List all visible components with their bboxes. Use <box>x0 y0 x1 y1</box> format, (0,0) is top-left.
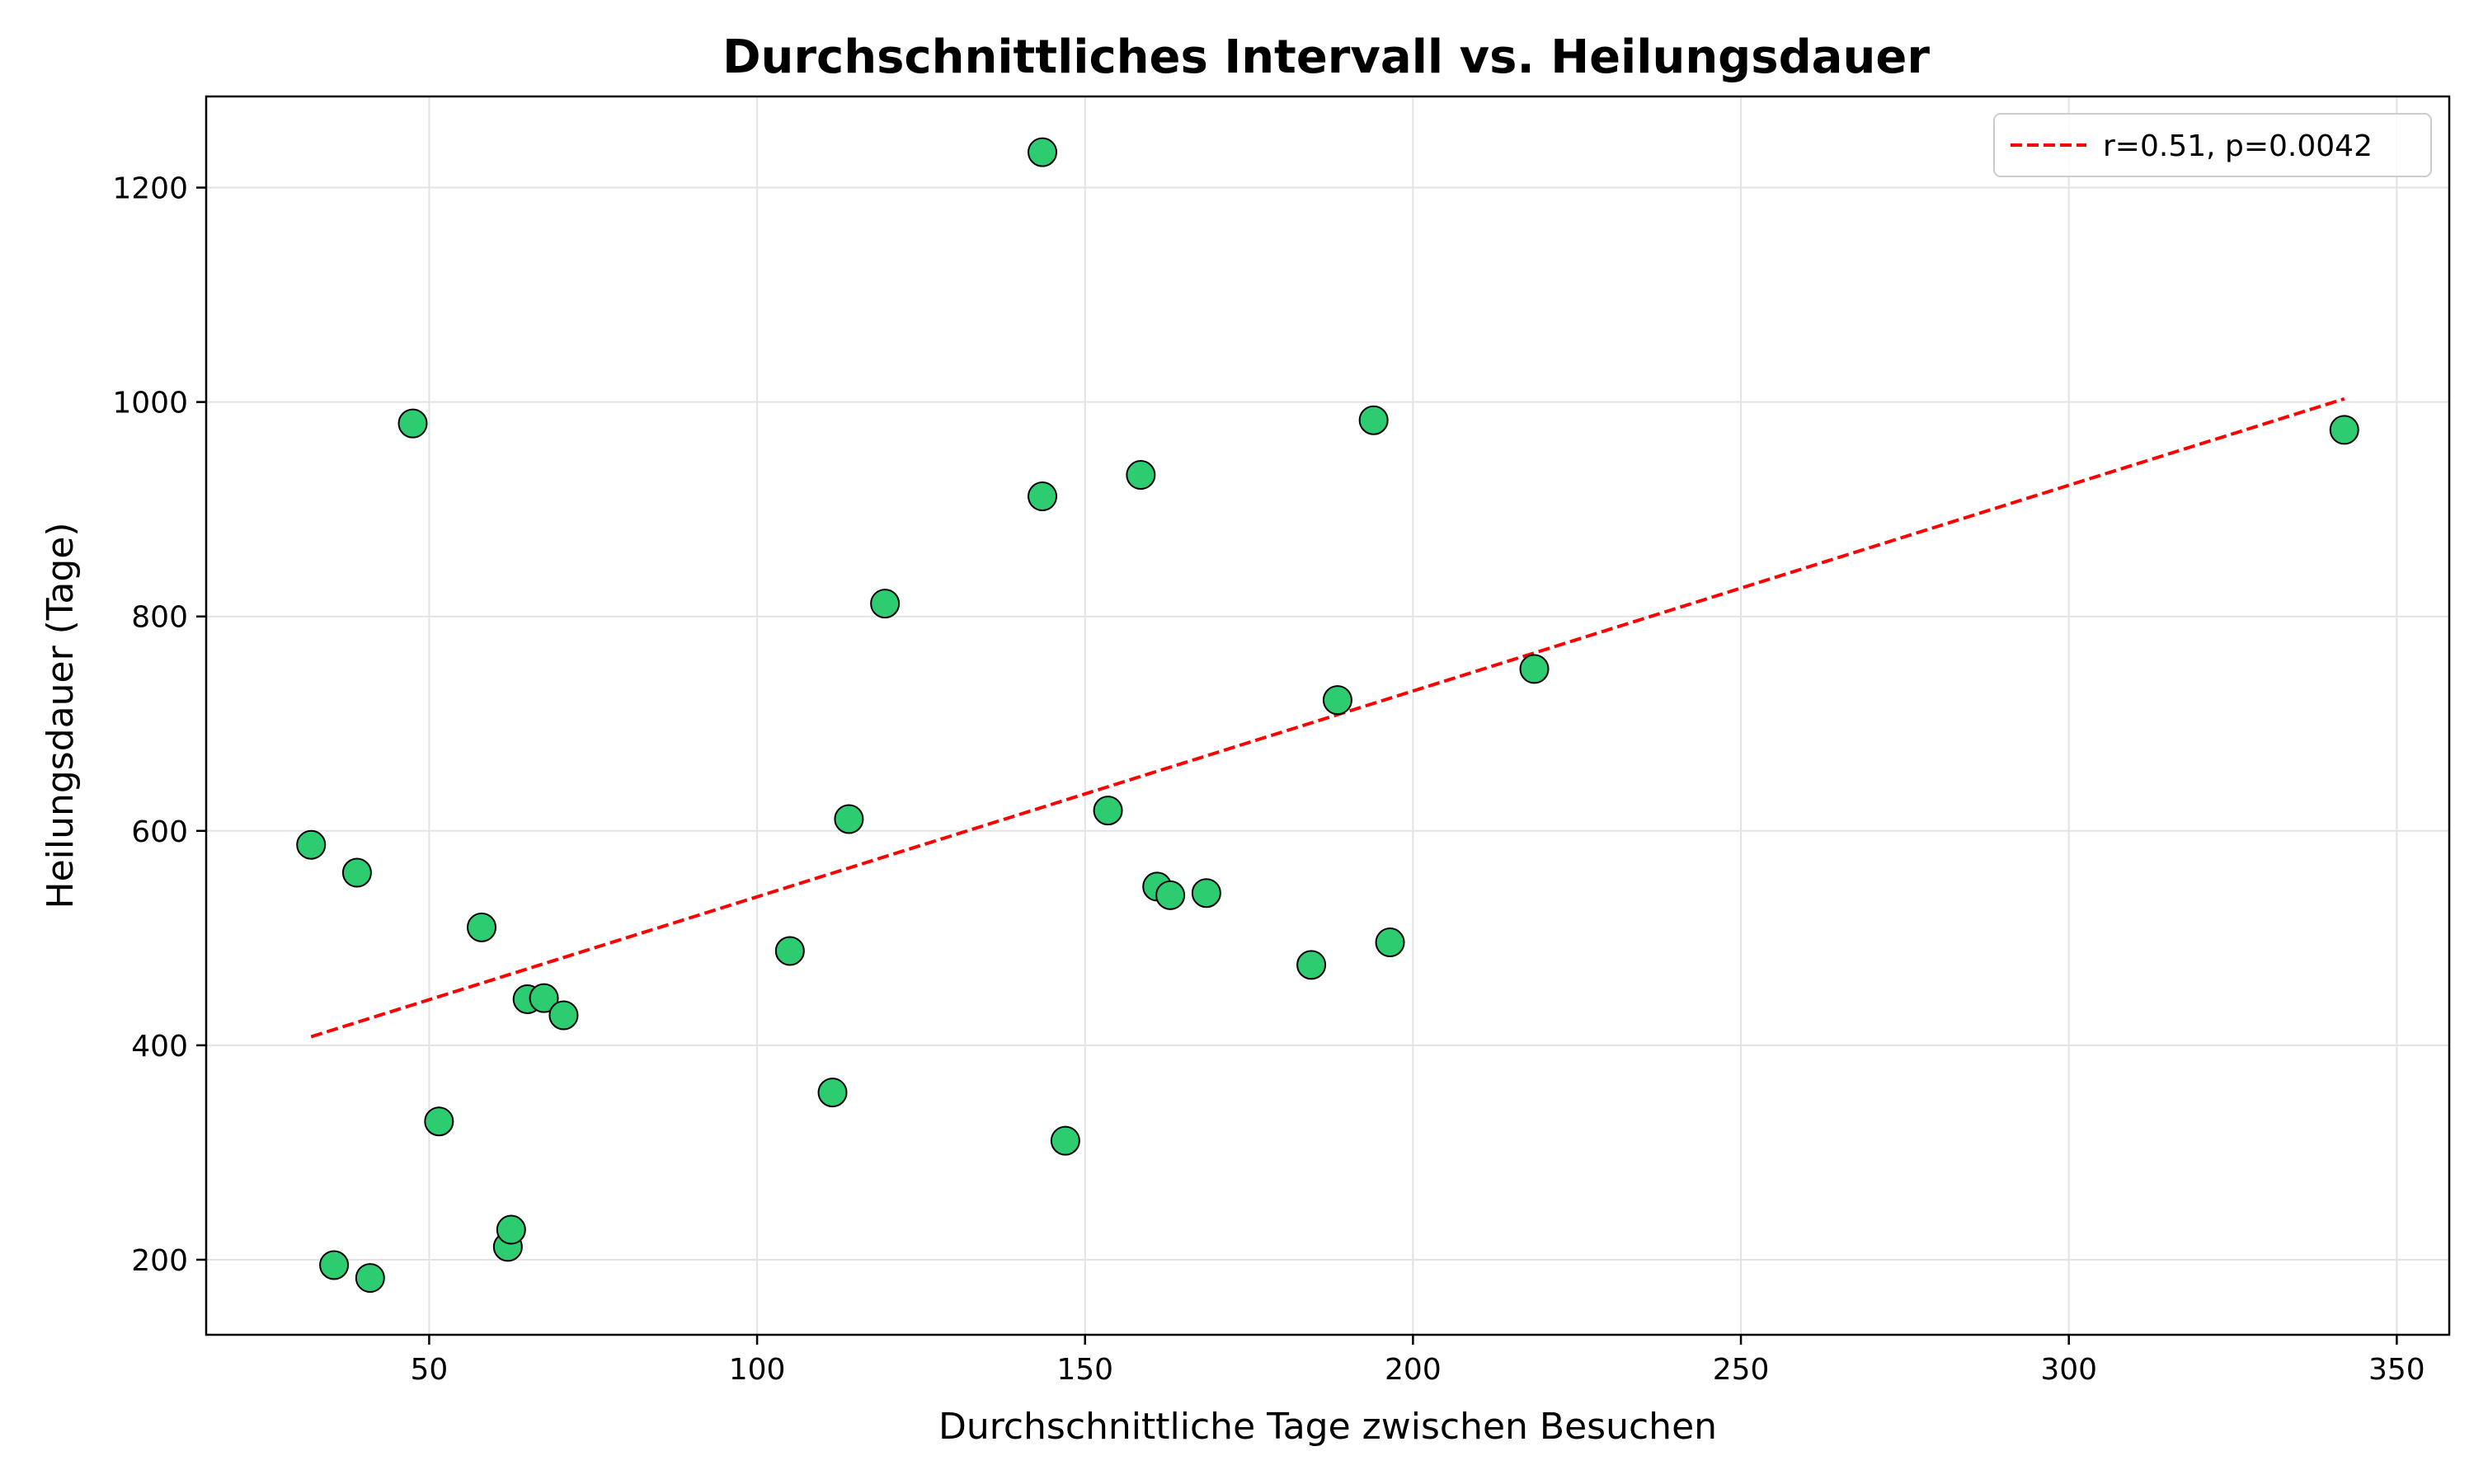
data-point <box>1375 928 1405 958</box>
y-tick-label: 600 <box>131 815 188 849</box>
data-point <box>1126 460 1156 491</box>
x-tick-label: 100 <box>729 1353 786 1387</box>
legend-box <box>1993 113 2432 177</box>
data-point <box>397 408 428 439</box>
data-point <box>1050 1125 1080 1156</box>
grid-lines <box>206 96 2449 1335</box>
data-point <box>1028 137 1058 167</box>
data-point <box>296 829 327 860</box>
legend: r=0.51, p=0.0042 <box>1993 113 2432 177</box>
y-tick-label: 200 <box>131 1244 188 1278</box>
x-tick-label: 250 <box>1713 1353 1770 1387</box>
data-point <box>424 1106 454 1137</box>
data-point <box>548 1000 579 1031</box>
x-tick-label: 200 <box>1385 1353 1442 1387</box>
data-point <box>529 983 559 1013</box>
data-point <box>774 936 805 966</box>
y-axis-ticks: 200 400 600 800 1000 1200 <box>112 172 206 1278</box>
data-point <box>341 857 372 888</box>
y-axis-label: Heilungsdauer (Tage) <box>40 522 82 909</box>
trend-line <box>310 397 2345 1039</box>
x-tick-label: 150 <box>1056 1353 1113 1387</box>
data-point <box>1358 405 1389 435</box>
x-axis-label: Durchschnittliche Tage zwischen Besuchen <box>938 1406 1717 1448</box>
y-tick-label: 400 <box>131 1030 188 1064</box>
data-point <box>870 589 901 619</box>
plot-area-frame <box>205 95 2451 1336</box>
trend-line-group <box>310 397 2345 1039</box>
x-axis-ticks: 50 100 150 200 250 300 350 <box>411 1335 2425 1387</box>
data-point <box>1296 950 1327 980</box>
data-point <box>467 912 497 942</box>
data-point <box>496 1214 526 1245</box>
data-point <box>355 1263 385 1294</box>
data-point <box>1028 481 1058 512</box>
data-point <box>1155 880 1186 910</box>
y-tick-label: 800 <box>131 601 188 635</box>
data-point <box>1191 878 1221 909</box>
x-tick-label: 350 <box>2368 1353 2425 1387</box>
chart-title: Durchschnittliches Intervall vs. Heilung… <box>722 31 1930 84</box>
x-tick-label: 300 <box>2040 1353 2097 1387</box>
data-point <box>1322 685 1352 716</box>
x-tick-label: 50 <box>411 1353 449 1387</box>
y-tick-label: 1200 <box>112 172 188 206</box>
legend-trend-label: r=0.51, p=0.0042 <box>2103 129 2373 163</box>
data-points <box>296 137 2359 1294</box>
data-point <box>2329 415 2359 445</box>
data-point <box>834 804 864 834</box>
data-point <box>817 1078 848 1108</box>
data-point <box>1519 654 1550 684</box>
data-point <box>319 1250 350 1280</box>
y-tick-label: 1000 <box>112 387 188 420</box>
data-point <box>1093 796 1123 826</box>
